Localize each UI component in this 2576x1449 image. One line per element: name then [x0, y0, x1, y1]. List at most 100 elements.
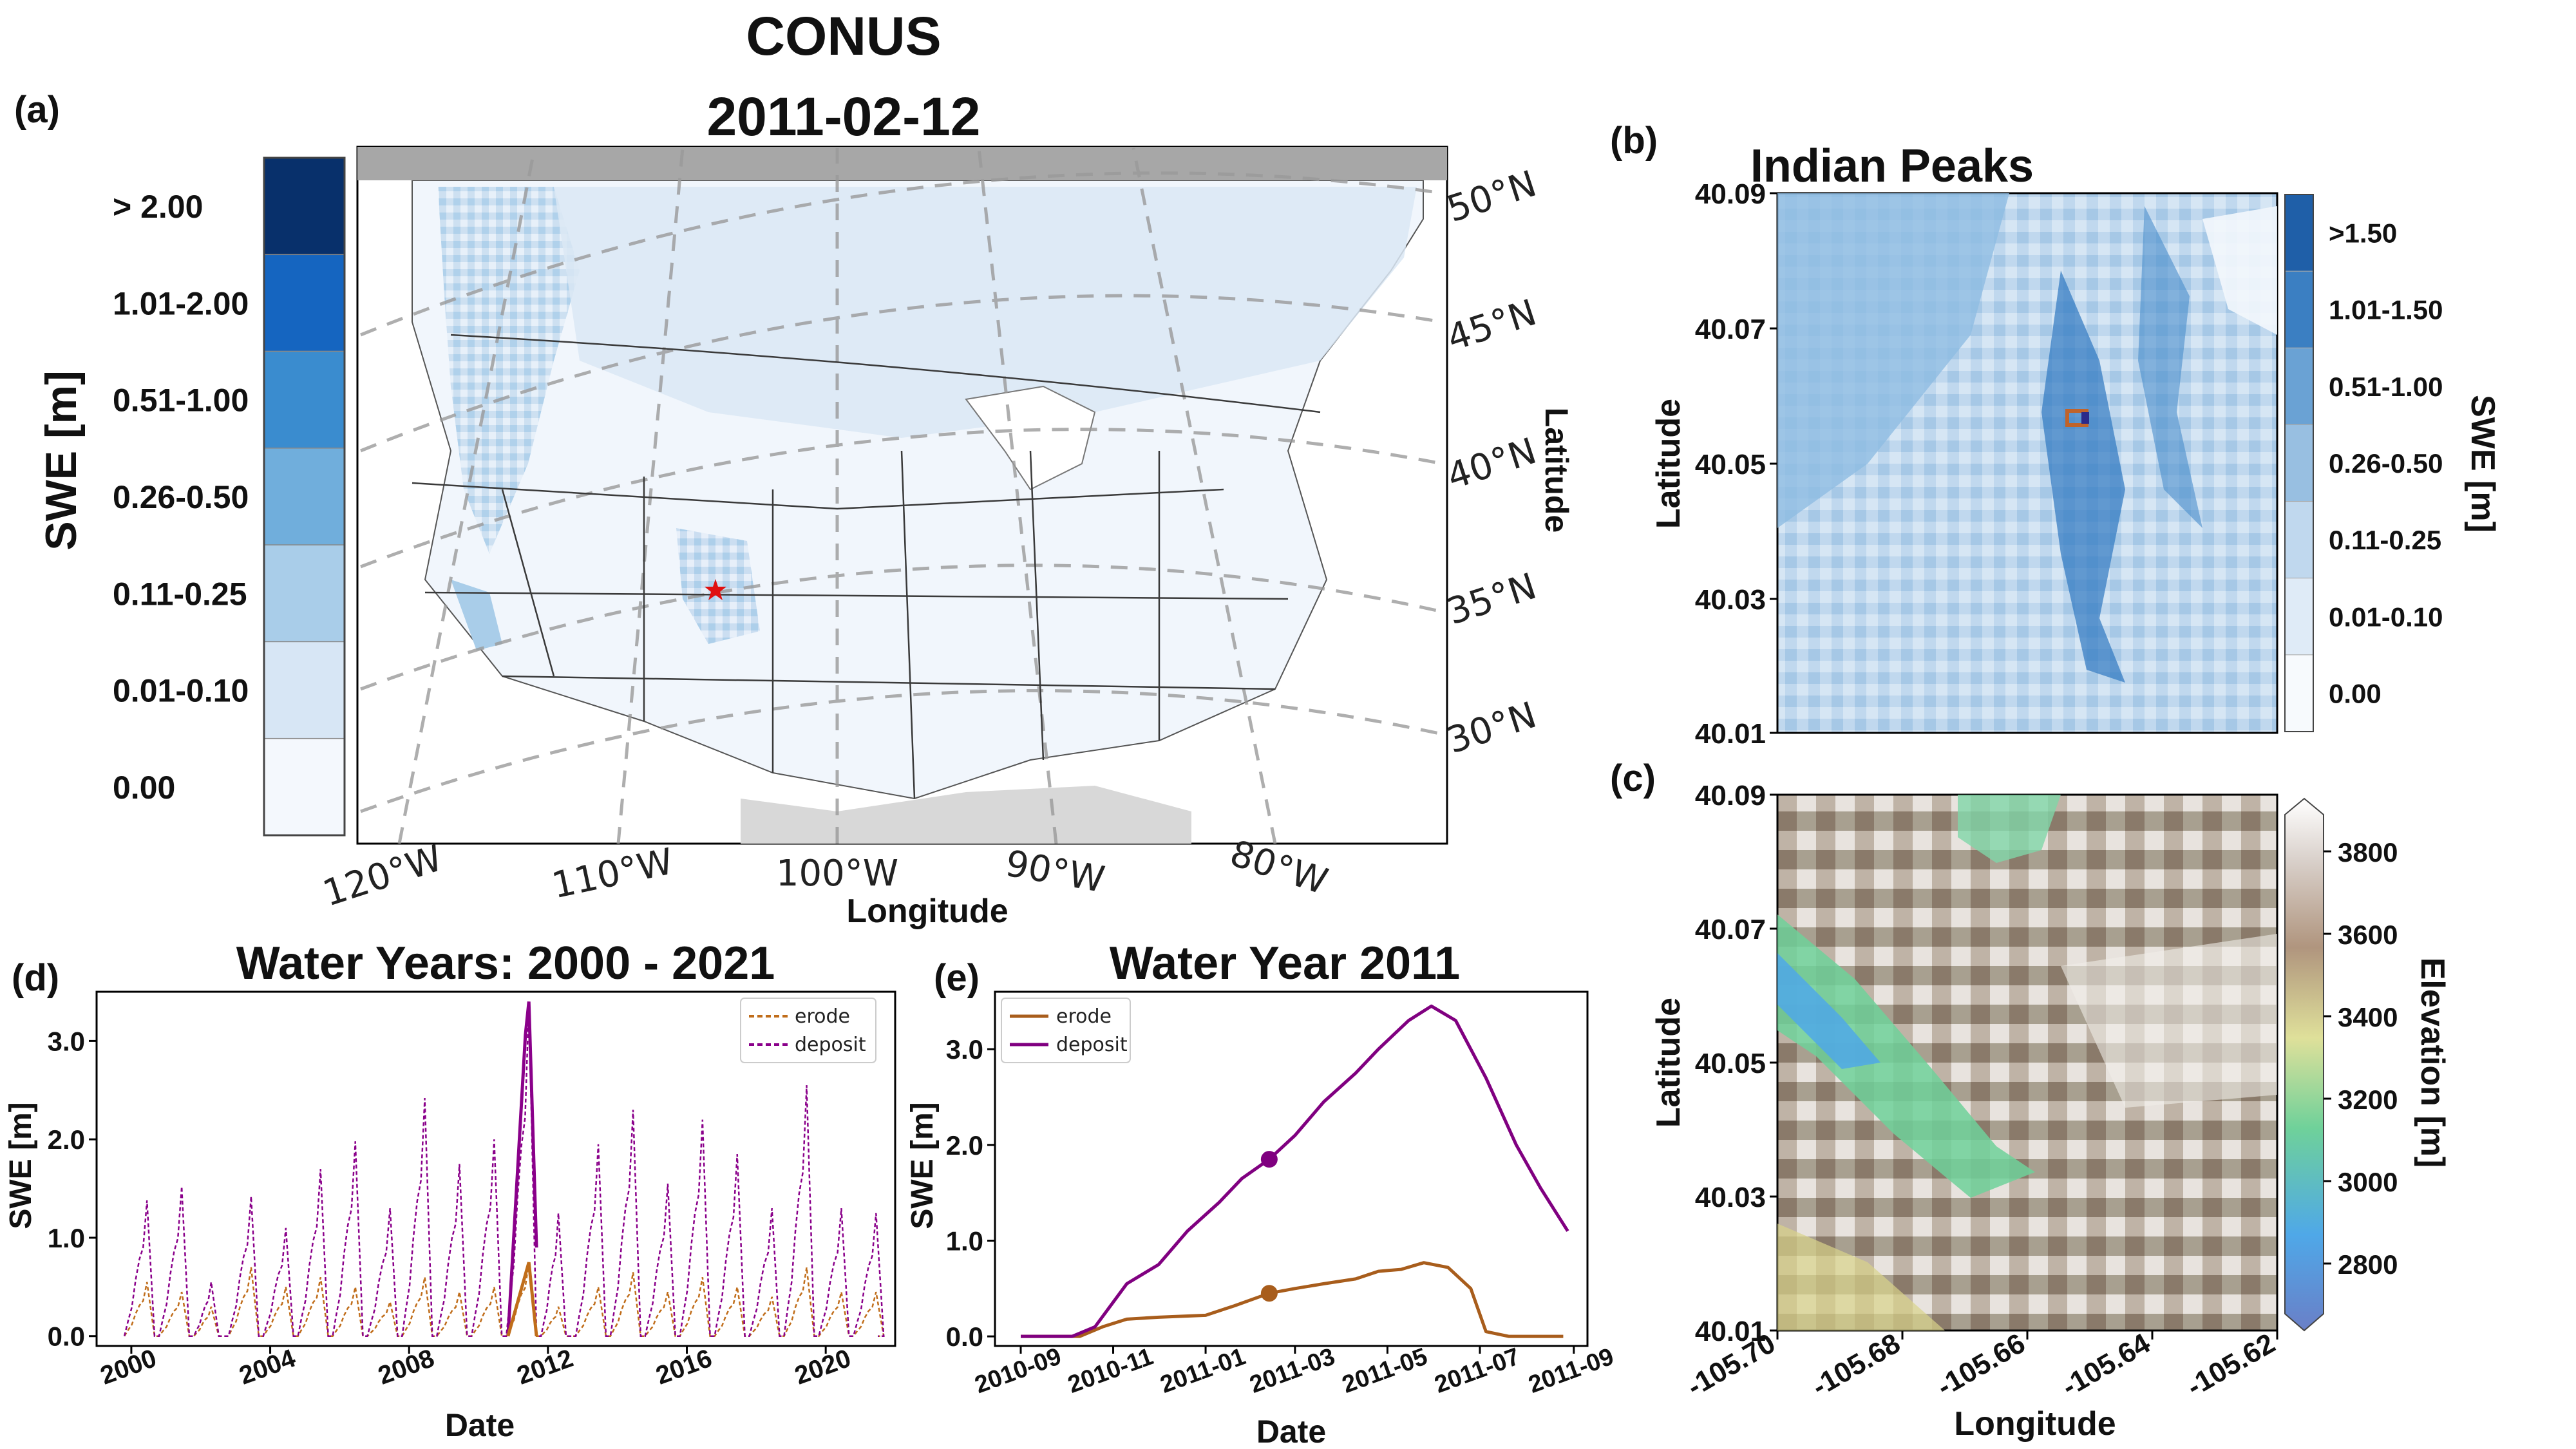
d-ytick-0: 0.0 [48, 1321, 85, 1352]
c-cbar-tick-3: 3200 [2338, 1084, 2398, 1115]
lon-tick-3: 90°W [1002, 842, 1108, 901]
c-cbar-tick-4: 3000 [2338, 1167, 2398, 1197]
lon-tick-0: 120°W [318, 837, 448, 915]
d-ytick-1: 1.0 [48, 1223, 85, 1253]
d-xtick-3: 2012 [513, 1344, 577, 1390]
lat-tick-0: 50°N [1442, 163, 1541, 231]
northern-plains-snow [554, 187, 1417, 438]
rockies-snow [676, 528, 760, 644]
panel-b-label: (b) [1610, 120, 1658, 162]
legend-d-erode: erode [795, 1005, 850, 1028]
c-ytick-0: 40.09 [1695, 780, 1766, 811]
c-xtick-3: -105.64 [2056, 1327, 2155, 1403]
b-ytick-1: 40.07 [1695, 314, 1766, 345]
conus-map: 120°W 110°W 100°W 90°W 80°W 50°N45°N40°N35°N… [318, 146, 1575, 930]
c-cbar-tick-1: 3600 [2338, 920, 2398, 950]
panel-a-colorbar-label: SWE [m] [37, 370, 86, 551]
indian-peaks-swe-map [1776, 192, 2278, 734]
e-xtick-4: 2011-05 [1339, 1343, 1431, 1398]
pacific-northwest-snow [438, 187, 580, 554]
c-ytick-4: 40.01 [1695, 1316, 1766, 1347]
c-xtick-2: -105.66 [1931, 1327, 2031, 1403]
red-star-marker [705, 579, 726, 600]
b-ytick-2: 40.05 [1695, 449, 1766, 480]
colorbar-a-swatch-1 [263, 254, 345, 352]
c-ytick-2: 40.05 [1695, 1048, 1766, 1079]
map-borders [412, 334, 1321, 799]
e-ytick-1: 1.0 [946, 1226, 983, 1256]
map-graticule [360, 147, 1443, 844]
colorbar-a-label-2: 0.51-1.00 [113, 383, 249, 419]
lat-tick-3: 35°N [1442, 565, 1541, 633]
panel-e-xlabel: Date [1256, 1414, 1326, 1449]
lat-tick-2: 40°N [1442, 430, 1541, 498]
colorbar-b-label-5: 0.01-0.10 [2329, 601, 2443, 632]
panel-b-title: Indian Peaks [1750, 140, 2034, 192]
colorbar-b-label-6: 0.00 [2329, 678, 2382, 708]
panel-d-xlabel: Date [445, 1407, 515, 1443]
panel-e-title: Water Year 2011 [1110, 938, 1460, 989]
e-xtick-2: 2011-01 [1157, 1343, 1249, 1398]
d-xtick-4: 2016 [652, 1344, 716, 1390]
colorbar-a-swatch-4 [263, 544, 345, 643]
latitude-tick-labels: 50°N 45°N 40°N 35°N 30°N [1442, 163, 1541, 762]
great-lakes [965, 385, 1096, 491]
lat-tick-4: 30°N [1442, 694, 1541, 762]
c-cbar-tick-5: 2800 [2338, 1249, 2398, 1280]
panel-d-ylabel: SWE [m] [4, 1102, 38, 1229]
c-ytick-3: 40.03 [1695, 1182, 1766, 1213]
colorbar-a-swatch-0 [263, 157, 345, 256]
map-north-mask [357, 147, 1447, 180]
b-ytick-3: 40.03 [1695, 584, 1766, 616]
e-ytick-2: 2.0 [946, 1130, 983, 1160]
panel-e-legend: erode deposit [1001, 998, 1131, 1063]
e-series-deposit [1021, 1004, 1569, 1338]
colorbar-a-label-4: 0.11-0.25 [113, 576, 247, 612]
panel-b-colorbar: >1.50 1.01-1.50 0.51-1.00 0.26-0.50 0.11-0.2… [2284, 194, 2443, 732]
c-xtick-1: -105.68 [1806, 1327, 1906, 1403]
colorbar-b-swatch-3 [2284, 424, 2314, 502]
colorbar-a-label-5: 0.01-0.10 [113, 673, 249, 709]
d-ytick-3: 3.0 [48, 1026, 85, 1056]
panel-c-label: (c) [1610, 757, 1656, 799]
d-xtick-5: 2020 [791, 1344, 855, 1390]
elevation-colorbar-ticks: 3800 3600 3400 3200 3000 2800 [2324, 837, 2398, 1280]
panel-d-title: Water Years: 2000 - 2021 [236, 938, 775, 989]
colorbar-b-label-3: 0.26-0.50 [2329, 448, 2443, 478]
elevation-map [1776, 793, 2278, 1332]
colorbar-a-swatch-2 [263, 350, 345, 449]
e-ytick-3: 3.0 [946, 1034, 983, 1065]
map-gulf-mask [741, 786, 1191, 844]
legend-e-erode: erode [1056, 1005, 1112, 1028]
d-ytick-2: 2.0 [48, 1124, 85, 1155]
lon-tick-2: 100°W [776, 853, 898, 895]
e-ytick-0: 0.0 [946, 1321, 983, 1352]
d-wy2011-erode-highlight [506, 1262, 538, 1337]
lon-tick-1: 110°W [548, 840, 677, 907]
b-ytick-4: 40.01 [1695, 718, 1766, 750]
b-ytick-0: 40.09 [1695, 178, 1766, 210]
colorbar-b-swatch-0 [2284, 194, 2314, 272]
panel-d-label: (d) [12, 957, 59, 999]
panel-c-xticks: -105.70 -105.68 -105.66 -105.64 -105.62 [1681, 1327, 2280, 1403]
colorbar-b-swatch-4 [2284, 501, 2314, 579]
panel-a-xlabel: Longitude [846, 893, 1008, 930]
d-wy2011-deposit-highlight [506, 1001, 538, 1336]
panel-d-legend: erode deposit [740, 998, 876, 1063]
longitude-tick-labels: 120°W 110°W 100°W 90°W 80°W [318, 833, 1333, 915]
panel-a-colorbar: > 2.00 1.01-2.00 0.51-1.00 0.26-0.50 0.11-0.… [113, 156, 346, 837]
colorbar-a-label-6: 0.00 [113, 770, 175, 806]
colorbar-a-swatch-6 [263, 737, 345, 836]
panel-a-title-line1: CONUS [746, 6, 941, 66]
colorbar-a-swatch-3 [263, 448, 345, 545]
panel-e-label: (e) [934, 957, 980, 999]
e-marker-erode [1260, 1285, 1278, 1302]
colorbar-a-frame [263, 156, 346, 837]
colorbar-b-label-4: 0.11-0.25 [2329, 525, 2441, 555]
c-xtick-4: -105.62 [2181, 1327, 2280, 1403]
e-xtick-5: 2011-07 [1431, 1343, 1523, 1398]
lat-tick-1: 45°N [1442, 292, 1541, 359]
panel-b-ylabel: Latitude [1650, 399, 1687, 529]
colorbar-b-swatch-6 [2284, 654, 2314, 732]
e-xtick-0: 2010-09 [971, 1343, 1065, 1399]
